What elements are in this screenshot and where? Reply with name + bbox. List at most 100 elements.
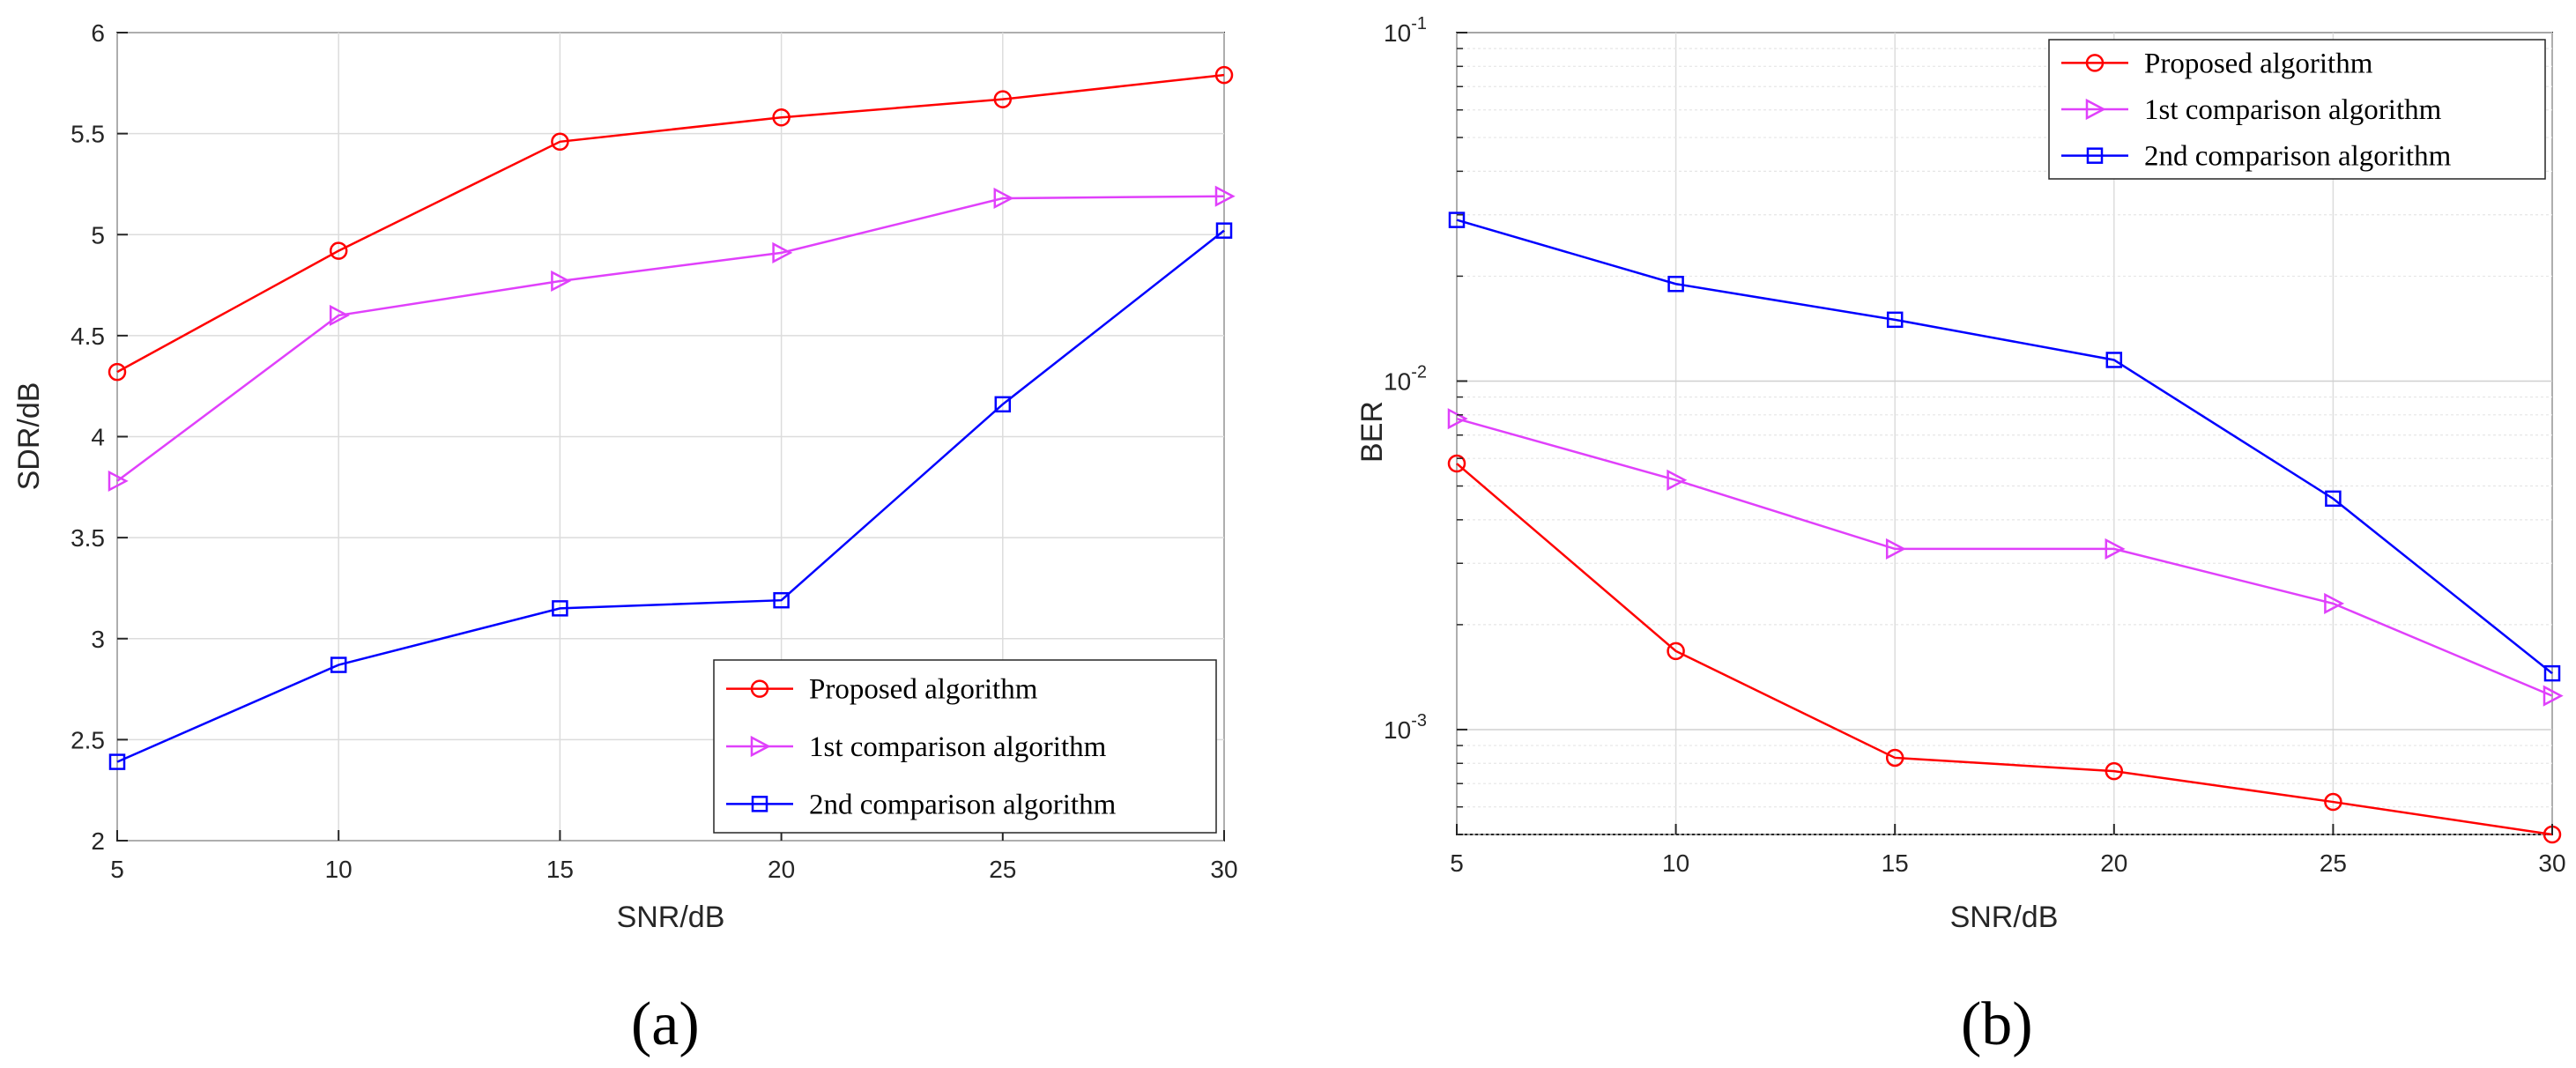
x-tick-label: 10: [1662, 849, 1689, 877]
data-point-marker: [2105, 538, 2126, 560]
data-point-marker: [108, 753, 126, 770]
series-line: [1456, 219, 2553, 675]
y-tick-label: 4: [91, 424, 105, 451]
data-point-marker: [2105, 761, 2124, 781]
series-line: [116, 195, 1225, 482]
data-point-marker: [772, 241, 793, 263]
y-tick-label: 10-3: [1384, 711, 1427, 744]
data-point-marker: [2324, 592, 2345, 614]
legend-box: [2048, 39, 2546, 180]
legend-label: Proposed algorithm: [809, 674, 1038, 706]
x-axis-label-a: SNR/dB: [617, 901, 725, 934]
series-line: [1456, 463, 2553, 836]
data-point-marker: [1215, 222, 1233, 239]
data-point-marker: [2105, 352, 2123, 368]
legend-box: [713, 659, 1217, 834]
grid-a: [116, 32, 1225, 842]
x-tick-label: 25: [989, 856, 1016, 883]
y-tick-label: 4.5: [71, 323, 105, 350]
legend-marker: [2085, 54, 2105, 72]
data-point-marker: [329, 304, 350, 327]
data-point-marker: [1448, 211, 1466, 228]
data-point-marker: [1214, 65, 1234, 85]
x-tick-label: 20: [2100, 849, 2127, 877]
x-axis-label-b: SNR/dB: [1950, 901, 2059, 934]
legend-entry: Proposed algorithm: [2061, 48, 2373, 79]
legend-entry: 1st comparison algorithm: [726, 731, 1107, 763]
data-point-marker: [1667, 275, 1684, 293]
x-tick-label: 30: [2538, 849, 2565, 877]
data-point-marker: [1886, 311, 1904, 329]
legend-marker: [750, 735, 771, 758]
series-line: [116, 73, 1225, 374]
series-a: [108, 65, 1236, 770]
data-point-marker: [551, 132, 569, 152]
data-point-marker: [108, 362, 127, 382]
x-tick-label: 5: [1450, 849, 1464, 877]
legend-entry: 2nd comparison algorithm: [726, 789, 1117, 820]
y-tick-label: 5: [91, 221, 105, 248]
y-axis-label-b: BER: [1355, 401, 1389, 463]
y-tick-exponent: -2: [1411, 362, 1427, 382]
y-tick-label: 3.5: [71, 524, 105, 552]
legend-entry: 2nd comparison algorithm: [2061, 141, 2452, 173]
legend-entry: Proposed algorithm: [726, 674, 1038, 706]
x-tick-label: 15: [1882, 849, 1909, 877]
legend-label: 1st comparison algorithm: [809, 731, 1107, 763]
data-point-marker: [329, 241, 348, 260]
caption-a: (a): [631, 990, 700, 1058]
legend-label: Proposed algorithm: [2144, 48, 2373, 79]
y-tick-label: 2.5: [71, 726, 105, 753]
legend-marker: [2085, 98, 2106, 121]
series-line: [116, 229, 1225, 763]
data-point-marker: [1447, 454, 1466, 473]
series-3: [108, 222, 1233, 770]
data-point-marker: [551, 270, 572, 293]
data-point-marker: [1667, 642, 1685, 661]
legend-marker: [750, 679, 769, 698]
legend-label: 2nd comparison algorithm: [2144, 141, 2452, 173]
series-line: [1456, 417, 2553, 697]
series-3: [1448, 211, 2561, 682]
data-point-marker: [994, 396, 1012, 413]
data-point-marker: [1667, 469, 1688, 491]
data-point-marker: [108, 470, 129, 493]
data-point-marker: [1885, 538, 1906, 560]
panel-b-ber-chart: 5 10 15 20 25 30 10-3 10-2 10-1 SNR/dB BER Propo…: [1355, 14, 2566, 1058]
legend-marker: [751, 796, 768, 812]
data-point-marker: [1214, 185, 1236, 207]
y-tick-label: 3: [91, 626, 105, 653]
x-tick-label: 5: [110, 856, 124, 883]
data-point-marker: [2324, 792, 2342, 812]
y-axis-label-a: SDR/dB: [12, 382, 46, 491]
y-tick-label: 10-1: [1384, 14, 1427, 47]
y-tick-label: 6: [91, 19, 105, 47]
x-tick-label: 30: [1210, 856, 1237, 883]
series-1: [1447, 454, 2562, 844]
y-tick-label: 5.5: [71, 121, 105, 148]
ticks-a: 5 10 15 20 25 30 2 2.5 3 3.5 4 4.5 5 5.5 6: [71, 19, 1238, 883]
legend-entry: 1st comparison algorithm: [2061, 94, 2442, 126]
data-point-marker: [552, 600, 568, 617]
x-tick-label: 15: [546, 856, 574, 883]
data-point-marker: [772, 108, 791, 127]
panel-a-sdr-chart: 5 10 15 20 25 30 2 2.5 3 3.5 4 4.5 5 5.5 6 SNR/dB SDR/…: [12, 19, 1238, 1058]
y-tick-exponent: -1: [1411, 14, 1427, 33]
legend-label: 1st comparison algorithm: [2144, 94, 2442, 126]
legend-a: Proposed algorithm 1st comparison algorit…: [713, 659, 1217, 834]
legend-label: 2nd comparison algorithm: [809, 789, 1117, 820]
caption-b: (b): [1961, 990, 2033, 1058]
data-point-marker: [1885, 748, 1904, 768]
y-tick-label: 10-2: [1384, 362, 1427, 395]
y-tick-exponent: -3: [1411, 711, 1427, 731]
data-point-marker: [993, 90, 1013, 108]
data-point-marker: [993, 187, 1014, 210]
data-point-marker: [773, 591, 790, 609]
legend-b: Proposed algorithm 1st comparison algorit…: [2048, 39, 2546, 180]
series-1: [108, 65, 1234, 382]
y-tick-label: 2: [91, 827, 105, 855]
x-tick-label: 10: [325, 856, 353, 883]
series-b: [1447, 211, 2564, 844]
series-2: [108, 185, 1236, 493]
